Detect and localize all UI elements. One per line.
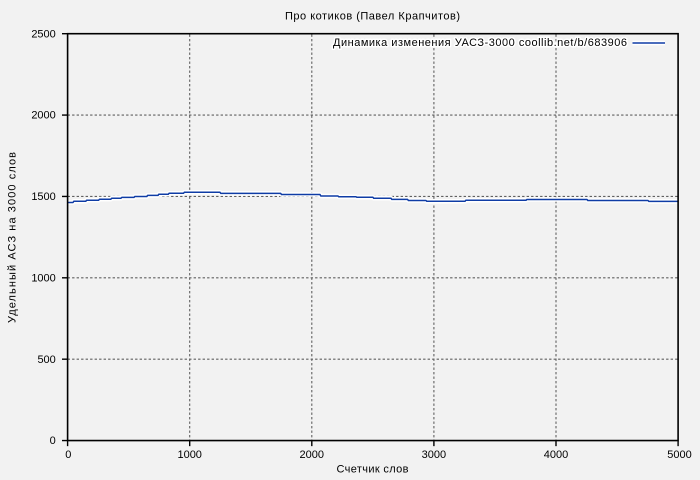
svg-text:2000: 2000 <box>31 110 55 122</box>
svg-text:2000: 2000 <box>300 449 324 461</box>
svg-text:1500: 1500 <box>31 191 55 203</box>
svg-text:4000: 4000 <box>544 449 568 461</box>
svg-text:5000: 5000 <box>667 449 691 461</box>
svg-text:500: 500 <box>37 354 55 366</box>
svg-text:Динамика изменения УАСЗ-3000 c: Динамика изменения УАСЗ-3000 coollib.net… <box>333 37 627 49</box>
svg-text:1000: 1000 <box>177 449 201 461</box>
svg-text:1000: 1000 <box>31 272 55 284</box>
svg-text:0: 0 <box>65 449 71 461</box>
svg-text:2500: 2500 <box>31 28 55 40</box>
svg-text:Про котиков (Павел Крапчитов): Про котиков (Павел Крапчитов) <box>285 11 460 23</box>
svg-text:Удельный АСЗ на 3000 слов: Удельный АСЗ на 3000 слов <box>7 152 19 323</box>
svg-text:Счетчик слов: Счетчик слов <box>337 464 409 476</box>
svg-text:3000: 3000 <box>422 449 446 461</box>
svg-text:0: 0 <box>50 435 56 447</box>
